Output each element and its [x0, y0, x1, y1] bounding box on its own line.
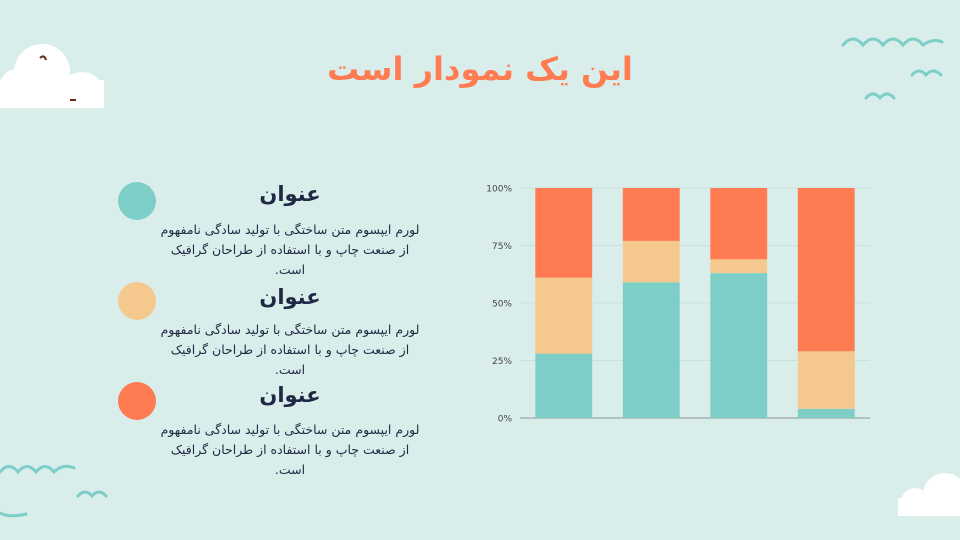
y-tick-label: 25%: [492, 357, 512, 367]
item-3-title: عنوان: [259, 383, 321, 407]
y-tick-label: 0%: [498, 415, 513, 425]
bar-segment: [622, 240, 680, 283]
bar-segment: [535, 277, 593, 354]
bar-segment: [797, 351, 855, 409]
item-2-color-dot: [118, 282, 156, 320]
y-tick-label: 75%: [492, 242, 512, 252]
bar-segment: [622, 188, 680, 241]
item-3-body: لورم ایپسوم متن ساختگی با تولید سادگی نا…: [160, 422, 420, 477]
item-1-color-dot: [118, 182, 156, 220]
bar-segment: [797, 408, 855, 418]
bar-segment: [535, 353, 593, 418]
bar-segment: [710, 259, 768, 274]
item-2-title: عنوان: [259, 285, 321, 309]
bar-segment: [797, 188, 855, 352]
item-1-title: عنوان: [259, 182, 321, 206]
bar-segment: [535, 188, 593, 278]
bar-segment: [710, 188, 768, 260]
item-3-color-dot: [118, 382, 156, 420]
waves-bottom-left-icon: [0, 464, 108, 518]
bar-segment: [622, 282, 680, 418]
cloud-top-left-icon: [0, 44, 110, 128]
y-tick-label: 100%: [486, 185, 512, 195]
y-tick-label: 50%: [492, 300, 512, 310]
stacked-bar-chart: 0% 25% 50% 75% 100%: [486, 185, 870, 425]
cloud-bottom-right-icon: [890, 473, 960, 540]
bar-segment: [710, 273, 768, 418]
item-2-body: لورم ایپسوم متن ساختگی با تولید سادگی نا…: [160, 322, 420, 377]
slide-title: این یک نمودار است: [327, 50, 633, 88]
item-1-body: لورم ایپسوم متن ساختگی با تولید سادگی نا…: [160, 222, 420, 277]
waves-top-right-icon: [841, 37, 944, 101]
